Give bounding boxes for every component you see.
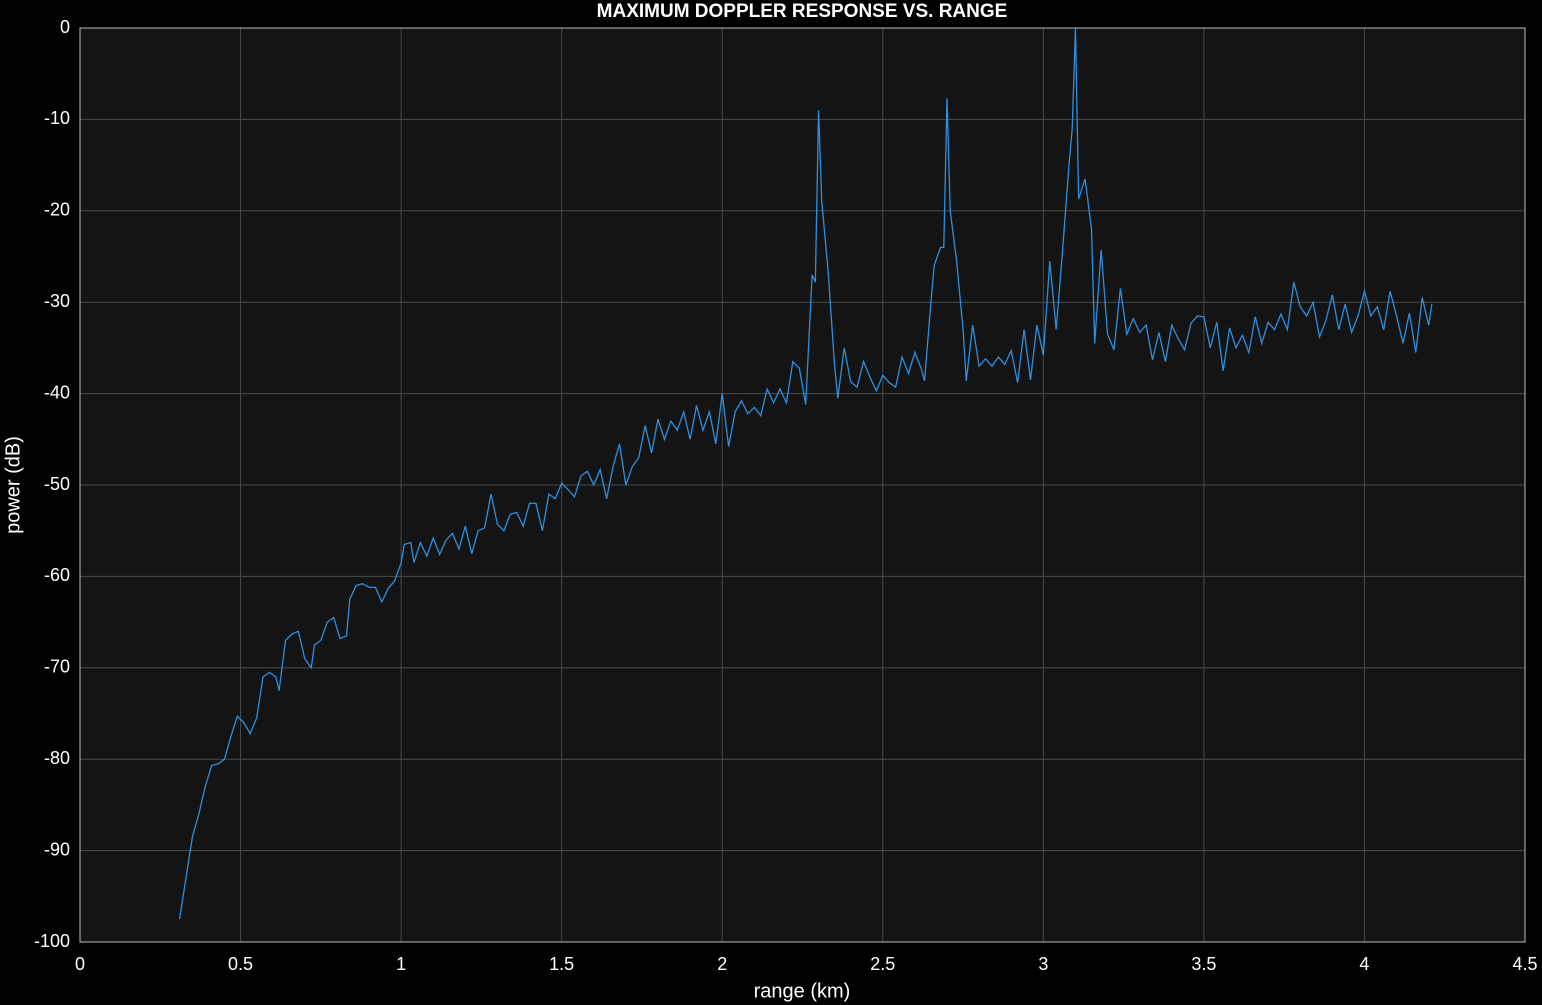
y-tick-label: 0 — [60, 17, 70, 37]
x-axis-label: range (km) — [754, 980, 851, 1002]
data-line — [178, 27, 1433, 920]
y-tick-label: -10 — [44, 108, 70, 128]
y-tick-label: -60 — [44, 565, 70, 585]
x-tick-label: 1 — [396, 954, 406, 974]
x-tick-label: 2.5 — [870, 954, 895, 974]
x-tick-label: 2 — [717, 954, 727, 974]
x-tick-label: 4.5 — [1512, 954, 1537, 974]
y-axis-label: power (dB) — [2, 436, 24, 534]
y-tick-label: -30 — [44, 291, 70, 311]
y-tick-label: -100 — [34, 931, 70, 951]
y-tick-label: -40 — [44, 382, 70, 402]
y-tick-label: -50 — [44, 474, 70, 494]
x-tick-label: 1.5 — [549, 954, 574, 974]
x-tick-label: 0.5 — [228, 954, 253, 974]
plot-border — [79, 27, 1526, 943]
x-tick-label: 3 — [1038, 954, 1048, 974]
x-tick-label: 4 — [1359, 954, 1369, 974]
x-tick-label: 3.5 — [1191, 954, 1216, 974]
y-tick-label: -90 — [44, 839, 70, 859]
y-tick-label: -70 — [44, 657, 70, 677]
y-tick-label: -80 — [44, 748, 70, 768]
chart-title: MAXIMUM DOPPLER RESPONSE VS. RANGE — [597, 1, 1008, 22]
x-tick-label: 0 — [75, 954, 85, 974]
y-tick-label: -20 — [44, 200, 70, 220]
